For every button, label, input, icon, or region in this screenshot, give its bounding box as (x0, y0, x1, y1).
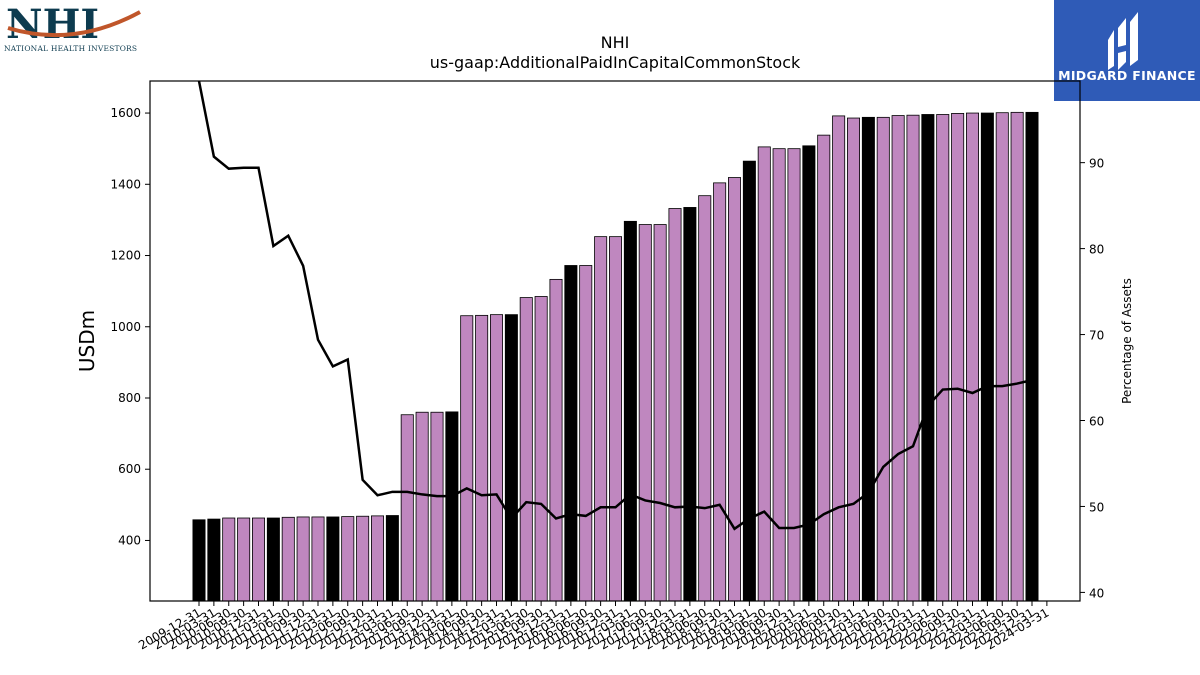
bar-2018-06-30 (698, 195, 712, 602)
bar-2022-06-30 (936, 114, 950, 602)
bar-2012-09-30 (356, 515, 370, 602)
bar-2010-09-30 (237, 517, 251, 602)
bar-2014-09-30 (475, 314, 489, 602)
bar-2022-12-31 (966, 112, 980, 602)
bar-2023-09-30 (1010, 111, 1024, 602)
bar-2023-12-31 (1025, 111, 1039, 602)
pct-of-assets-line (197, 80, 1033, 531)
nhi-logo-text: NHI (6, 4, 99, 44)
bar-2015-06-30 (519, 297, 533, 602)
bars-layer (192, 111, 1039, 602)
bar-2016-09-30 (594, 236, 608, 602)
y2-tick-label: 50 (1089, 500, 1104, 514)
bar-2013-12-31 (430, 411, 444, 602)
bar-2015-12-31 (549, 278, 563, 602)
y-tick-label: 1600 (110, 106, 141, 120)
bar-2014-12-31 (489, 314, 503, 602)
bar-2023-03-31 (980, 112, 994, 602)
bar-2009-12-31 (192, 519, 206, 602)
y-axis-label: USDm (75, 310, 99, 372)
bar-2020-03-31 (802, 145, 816, 602)
bar-2019-06-30 (757, 146, 771, 602)
bar-2012-06-30 (341, 516, 355, 602)
bar-2018-03-31 (683, 207, 697, 602)
bar-2019-09-30 (772, 148, 786, 602)
y-axis-ticks: 400 600 800 1000 1200 1400 1600 (110, 106, 150, 547)
bar-2013-03-31 (385, 515, 399, 602)
nhi-logo-subtext: NATIONAL HEALTH INVESTORS (4, 44, 138, 53)
bar-2016-12-31 (609, 236, 623, 602)
bar-2011-09-30 (296, 516, 310, 602)
y2-axis-ticks: 40 50 60 70 80 90 (1080, 157, 1104, 600)
bar-2021-03-31 (861, 116, 875, 602)
y2-tick-label: 60 (1089, 415, 1104, 429)
x-axis-ticks: 2009-12-312010-03-312010-06-302010-09-30… (136, 601, 1051, 652)
bar-2011-03-31 (266, 517, 280, 602)
y2-axis-label: Percentage of Assets (1120, 278, 1134, 404)
bar-2015-03-31 (504, 314, 518, 602)
nhi-logo: NHI NATIONAL HEALTH INVESTORS (4, 1, 144, 54)
midgard-logo-icon (1108, 12, 1138, 70)
bar-2014-03-31 (445, 411, 459, 602)
bar-2017-03-31 (623, 220, 637, 602)
bar-2023-06-30 (995, 112, 1009, 602)
bar-2020-09-30 (832, 115, 846, 602)
nhi-logo-mark: NHI (6, 1, 141, 48)
bar-2017-09-30 (653, 224, 667, 602)
bar-2016-03-31 (564, 265, 578, 602)
bar-2021-09-30 (891, 115, 905, 602)
midgard-logo-text: MIDGARD FINANCE (1058, 68, 1196, 83)
y-tick-label: 1200 (110, 249, 141, 263)
y-tick-label: 1400 (110, 177, 141, 191)
bar-2010-06-30 (222, 517, 236, 602)
bar-2011-06-30 (281, 516, 295, 602)
bar-2020-12-31 (847, 117, 861, 602)
chart-subtitle: us-gaap:AdditionalPaidInCapitalCommonSto… (430, 53, 801, 72)
bar-2012-03-31 (326, 516, 340, 602)
bar-2012-12-31 (370, 515, 384, 602)
y-tick-label: 400 (118, 533, 141, 547)
bar-2019-12-31 (787, 148, 801, 602)
bar-2021-06-30 (876, 116, 890, 602)
bar-2013-09-30 (415, 411, 429, 602)
y-tick-label: 800 (118, 391, 141, 405)
midgard-finance-logo: MIDGARD FINANCE (1054, 0, 1200, 101)
bar-2013-06-30 (400, 414, 414, 602)
chart-title: NHI (601, 33, 630, 52)
bar-2022-09-30 (951, 113, 965, 602)
bar-2022-03-31 (921, 114, 935, 602)
y2-tick-label: 40 (1089, 586, 1104, 600)
bar-2015-09-30 (534, 296, 548, 602)
bar-2020-06-30 (817, 134, 831, 602)
bar-2019-03-31 (742, 160, 756, 602)
y-tick-label: 1000 (110, 320, 141, 334)
bar-2021-12-31 (906, 114, 920, 602)
bar-2016-06-30 (579, 265, 593, 602)
nhi-logo-swoosh (7, 10, 141, 38)
bar-2011-12-31 (311, 516, 325, 602)
bar-2017-12-31 (668, 208, 682, 602)
bar-2010-03-31 (207, 518, 221, 602)
bar-2010-12-31 (251, 517, 265, 602)
y2-tick-label: 90 (1089, 157, 1104, 171)
plot-frame (149, 80, 1081, 602)
bar-2018-12-31 (728, 177, 742, 602)
y-tick-label: 600 (118, 462, 141, 476)
bar-2018-09-30 (713, 182, 727, 602)
y2-tick-label: 70 (1089, 329, 1104, 343)
bar-2014-06-30 (460, 315, 474, 602)
y2-tick-label: 80 (1089, 243, 1104, 257)
bar-2017-06-30 (638, 224, 652, 602)
